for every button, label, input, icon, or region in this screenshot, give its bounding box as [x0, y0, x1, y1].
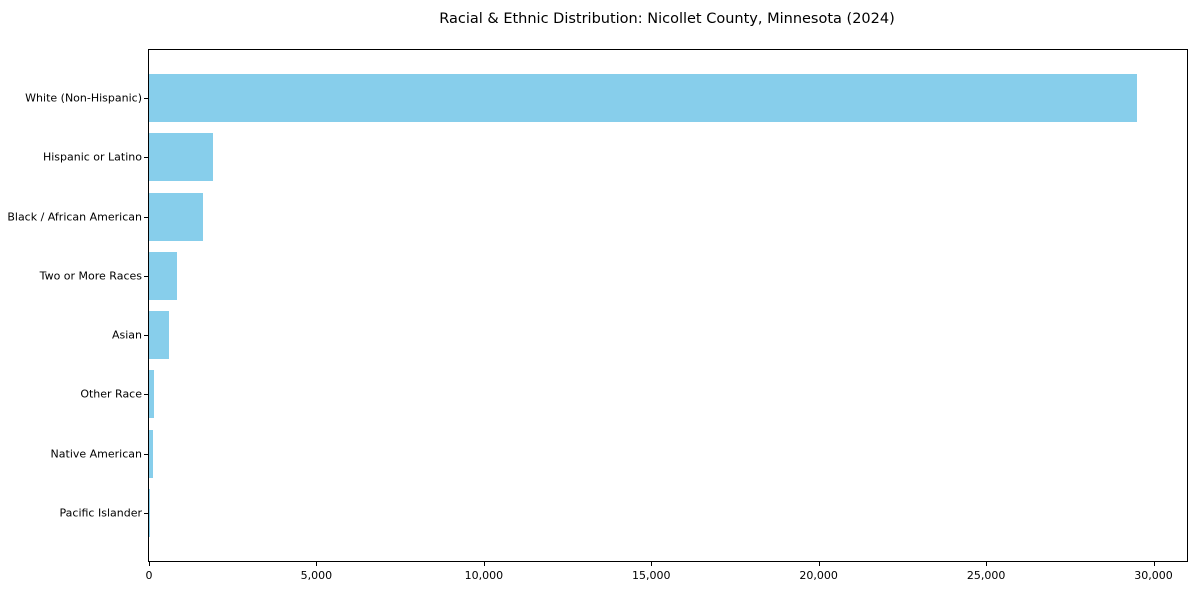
y-tick-label: Hispanic or Latino	[42, 150, 142, 164]
x-tick	[483, 561, 485, 566]
plot-area: White (Non-Hispanic) Hispanic or Latino Bl…	[7, 49, 1188, 582]
x-tick-label: 15,000	[632, 569, 671, 582]
y-tick	[144, 275, 149, 277]
y-tick-label: Asian	[111, 328, 142, 342]
x-tick-label: 20,000	[799, 569, 838, 582]
y-tick	[144, 335, 149, 337]
y-tick	[144, 513, 149, 514]
y-tick	[144, 216, 149, 218]
x-tick-label: 10,000	[464, 569, 504, 582]
bar-asian	[149, 311, 169, 360]
bar-white-non-hispanic	[149, 74, 1137, 122]
y-tick-label: Native American	[50, 447, 142, 461]
y-tick	[144, 394, 149, 396]
x-tick-label: 25,000	[966, 569, 1006, 582]
y-tick-label: Pacific Islander	[59, 506, 142, 520]
y-tick-label: Other Race	[80, 387, 142, 401]
chart-title: Racial & Ethnic Distribution: Nicollet C…	[439, 11, 895, 27]
y-tick-label: Two or More Races	[39, 269, 142, 283]
x-tick-label: 5,000	[300, 569, 333, 582]
y-tick-label: White (Non-Hispanic)	[25, 91, 142, 105]
x-tick-label: 30,000	[1134, 569, 1173, 582]
x-tick	[818, 561, 820, 566]
x-tick	[149, 561, 150, 566]
bar-pacific-islander	[149, 489, 150, 537]
x-tick	[1153, 561, 1155, 566]
bar-two-or-more-races	[149, 251, 178, 300]
bar-native-american	[149, 429, 154, 478]
bar-black-african-american	[149, 192, 203, 241]
y-tick	[144, 157, 149, 159]
bar-other-race	[149, 370, 155, 419]
x-tick	[651, 561, 653, 566]
bar-hispanic-or-latino	[149, 133, 213, 182]
y-tick	[144, 98, 149, 99]
y-tick	[144, 453, 149, 455]
y-tick-label: Black / African American	[7, 210, 142, 224]
x-tick	[986, 561, 988, 566]
x-tick	[316, 561, 318, 566]
x-tick-label: 0	[145, 569, 153, 582]
